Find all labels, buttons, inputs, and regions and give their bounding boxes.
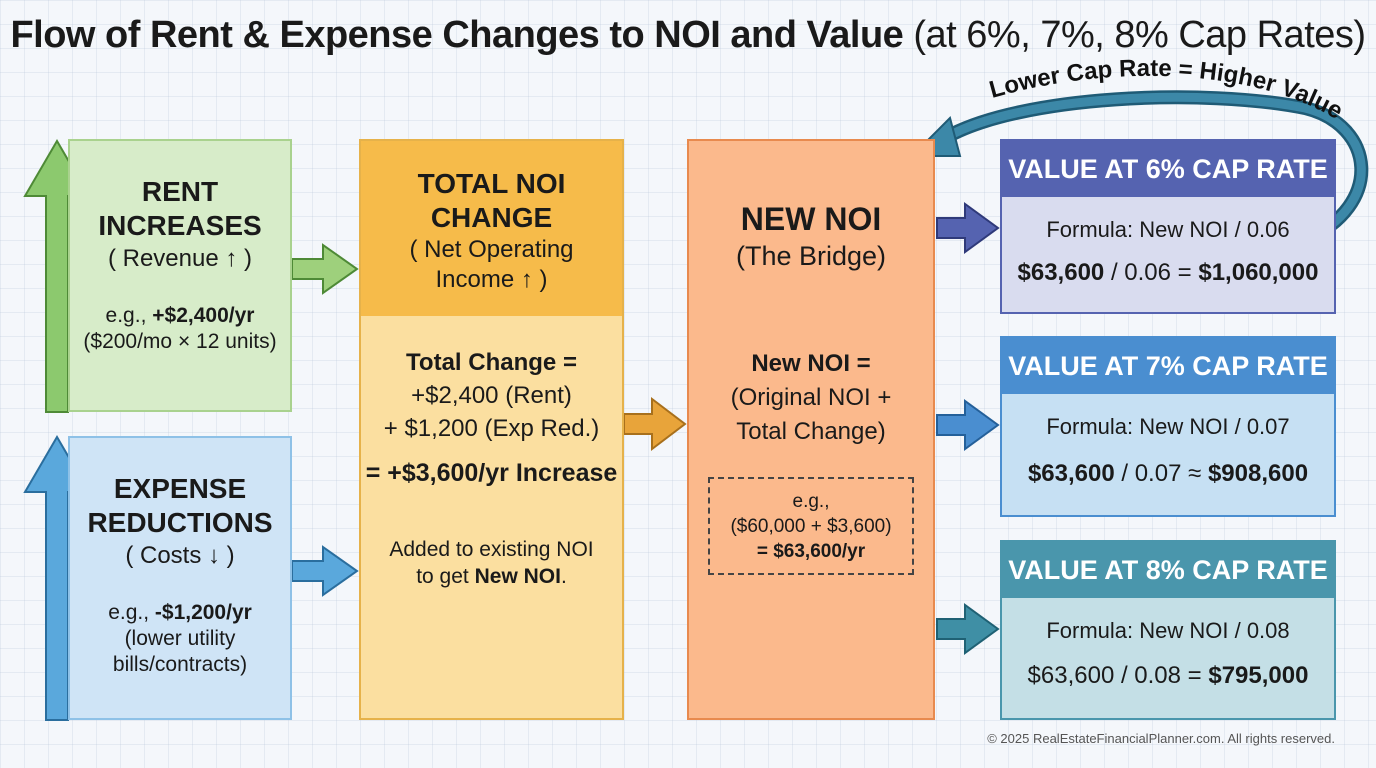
rent-example: e.g., +$2,400/yr: [70, 303, 290, 329]
value-cap7-calc: $63,600 / 0.07 ≈ $908,600: [1002, 460, 1334, 488]
copyright-footer: © 2025 RealEstateFinancialPlanner.com. A…: [987, 731, 1335, 746]
noi-formula-line3: Total Change): [736, 418, 886, 445]
value-cap6-noi: $63,600: [1017, 259, 1105, 286]
value-cap8-calc: $63,600 / 0.08 = $795,000: [1002, 662, 1334, 690]
value-cap8-heading: VALUE AT 8% CAP RATE: [1002, 542, 1334, 598]
noi-formula-line1: New NOI =: [751, 350, 871, 377]
total-note-suffix: .: [560, 565, 567, 588]
noi-example-box: e.g., ($60,000 + $3,600) = $63,600/yr: [708, 477, 914, 575]
expense-heading-line2: REDUCTIONS: [87, 507, 273, 538]
expense-example-note-2: bills/contracts): [112, 653, 248, 676]
title-main: Flow of Rent & Expense Changes to NOI an…: [10, 14, 904, 56]
rent-example-note: ($200/mo × 12 units): [83, 330, 277, 353]
expense-heading-line1: EXPENSE: [113, 473, 247, 504]
new-noi-box: NEW NOI (The Bridge) New NOI = (Original…: [687, 139, 935, 720]
total-note-prefix: to get: [416, 565, 475, 588]
total-note-line1: Added to existing NOI: [389, 538, 594, 561]
value-cap7-panel: VALUE AT 7% CAP RATE Formula: New NOI / …: [1000, 336, 1336, 517]
total-heading-line1: TOTAL NOI: [417, 168, 566, 199]
value-cap8-panel: VALUE AT 8% CAP RATE Formula: New NOI / …: [1000, 540, 1336, 720]
noi-example-line1: e.g.,: [792, 491, 830, 512]
expense-sub: ( Costs ↓ ): [125, 542, 235, 569]
value-cap6-operator: / 0.06 =: [1104, 259, 1199, 286]
value-cap7-heading: VALUE AT 7% CAP RATE: [1002, 338, 1334, 394]
value-cap7-noi: $63,600: [1027, 460, 1115, 487]
expense-example: e.g., -$1,200/yr: [70, 600, 290, 626]
noi-sub: (The Bridge): [735, 241, 887, 271]
noi-heading: NEW NOI: [740, 201, 882, 237]
value-cap6-panel: VALUE AT 6% CAP RATE Formula: New NOI / …: [1000, 139, 1336, 314]
total-noi-header: TOTAL NOI CHANGE ( Net Operating Income …: [361, 141, 622, 316]
arc-inner: [940, 92, 1366, 245]
total-calc-line2: +$2,400 (Rent): [411, 382, 572, 409]
total-note-line2: to get New NOI.: [361, 563, 622, 590]
value-cap8-formula: Formula: New NOI / 0.08: [1046, 618, 1290, 643]
total-sub-line1: ( Net Operating: [409, 236, 574, 263]
rent-to-total-arrow-icon: [291, 243, 359, 295]
total-result: = +$3,600/yr Increase: [365, 459, 618, 487]
value-cap7-operator: / 0.07 ≈: [1114, 460, 1208, 487]
value-cap8-result: $795,000: [1208, 662, 1309, 689]
value-cap6-formula: Formula: New NOI / 0.06: [1046, 217, 1290, 242]
total-sub-line2: Income ↑ ): [435, 266, 548, 293]
rent-example-value: +$2,400/yr: [152, 304, 255, 327]
rent-heading-line1: RENT: [141, 176, 219, 207]
title-sub: (at 6%, 7%, 8% Cap Rates): [913, 14, 1366, 56]
expense-example-prefix: e.g.,: [108, 601, 155, 624]
total-heading-line2: CHANGE: [430, 202, 553, 233]
noi-formula-line2: (Original NOI +: [730, 384, 892, 411]
value-cap8-noi: $63,600 / 0.08 =: [1027, 662, 1209, 689]
noi-to-cap7-arrow-icon: [936, 399, 1000, 451]
rent-sub: ( Revenue ↑ ): [107, 245, 253, 272]
value-cap6-result: $1,060,000: [1198, 259, 1319, 286]
value-cap7-result: $908,600: [1207, 460, 1309, 487]
value-cap7-formula: Formula: New NOI / 0.07: [1046, 414, 1290, 439]
noi-example-line2: ($60,000 + $3,600): [730, 516, 892, 537]
noi-to-cap6-arrow-icon: [936, 202, 1000, 254]
page-title: Flow of Rent & Expense Changes to NOI an…: [0, 14, 1376, 57]
expense-example-note-1: (lower utility: [124, 627, 236, 650]
rent-heading-line2: INCREASES: [98, 210, 262, 241]
total-to-noi-arrow-icon: [623, 396, 687, 452]
total-note-bold: New NOI: [474, 565, 561, 588]
noi-example-line3: = $63,600/yr: [756, 541, 866, 562]
rent-example-prefix: e.g.,: [105, 304, 153, 327]
expense-example-value: -$1,200/yr: [154, 601, 252, 624]
expense-to-total-arrow-icon: [291, 545, 359, 597]
total-calc-line1: Total Change =: [406, 349, 577, 376]
rent-increases-box: RENT INCREASES ( Revenue ↑ ) e.g., +$2,4…: [68, 139, 292, 412]
noi-to-cap8-arrow-icon: [936, 603, 1000, 655]
total-calc-line3: + $1,200 (Exp Red.): [383, 415, 600, 442]
value-cap6-heading: VALUE AT 6% CAP RATE: [1002, 141, 1334, 197]
value-cap6-calc: $63,600 / 0.06 = $1,060,000: [1002, 259, 1334, 287]
total-noi-change-box: TOTAL NOI CHANGE ( Net Operating Income …: [359, 139, 624, 720]
expense-reductions-box: EXPENSE REDUCTIONS ( Costs ↓ ) e.g., -$1…: [68, 436, 292, 720]
